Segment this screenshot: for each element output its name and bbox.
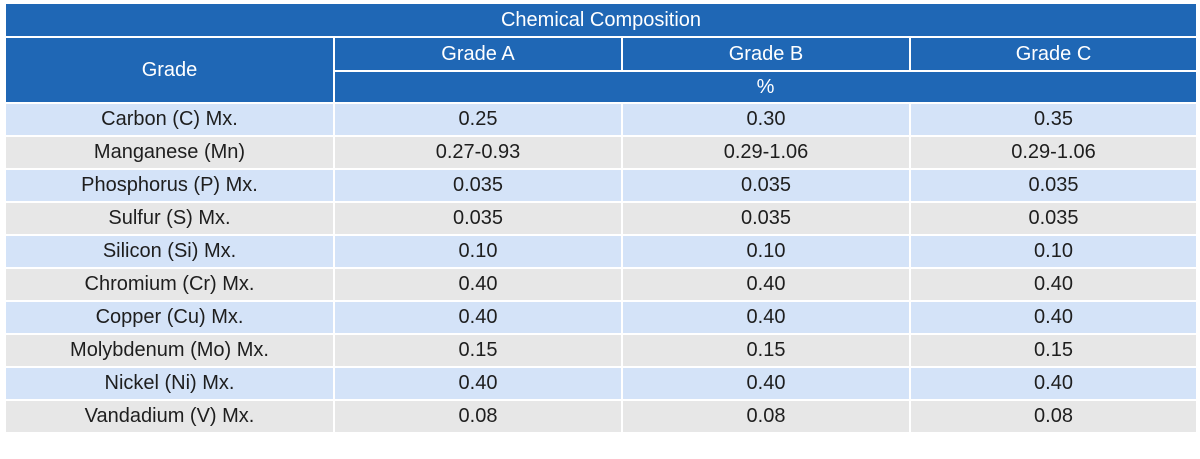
unit-label: %	[332, 70, 1199, 104]
table-row: Phosphorus (P) Mx. 0.035 0.035 0.035	[4, 168, 1199, 203]
grade-c-value: 0.40	[908, 267, 1199, 302]
grade-b-value: 0.10	[621, 234, 911, 269]
grade-b-value: 0.40	[621, 300, 911, 335]
grade-c-value: 0.15	[908, 333, 1199, 368]
grade-b-value: 0.30	[621, 102, 911, 137]
element-name: Carbon (C) Mx.	[4, 102, 335, 137]
element-name: Vandadium (V) Mx.	[4, 399, 335, 434]
element-name: Phosphorus (P) Mx.	[4, 168, 335, 203]
table-title-row: Chemical Composition	[3, 4, 1199, 38]
row-header-grade: Grade	[4, 36, 335, 104]
grade-a-value: 0.40	[333, 267, 623, 302]
grade-a-value: 0.25	[333, 102, 623, 137]
table-body: Carbon (C) Mx. 0.25 0.30 0.35 Manganese …	[4, 102, 1199, 434]
grade-b-value: 0.035	[621, 201, 911, 236]
grade-a-value: 0.40	[333, 300, 623, 335]
grade-c-value: 0.40	[908, 300, 1199, 335]
element-name: Sulfur (S) Mx.	[4, 201, 335, 236]
chemical-composition-table: Chemical Composition Grade Grade A Grade…	[3, 4, 1199, 434]
element-name: Silicon (Si) Mx.	[4, 234, 335, 269]
table-title: Chemical Composition	[3, 4, 1199, 38]
element-name: Manganese (Mn)	[4, 135, 335, 170]
table-row: Vandadium (V) Mx. 0.08 0.08 0.08	[4, 399, 1199, 434]
grade-b-value: 0.29-1.06	[621, 135, 911, 170]
grade-a-value: 0.035	[333, 201, 623, 236]
grade-c-value: 0.40	[908, 366, 1199, 401]
column-header-grade-a: Grade A	[333, 36, 623, 72]
grade-header-row: Grade Grade A Grade B Grade C	[4, 36, 1199, 104]
table-row: Nickel (Ni) Mx. 0.40 0.40 0.40	[4, 366, 1199, 401]
table-row: Manganese (Mn) 0.27-0.93 0.29-1.06 0.29-…	[4, 135, 1199, 170]
grade-b-value: 0.40	[621, 366, 911, 401]
table-row: Copper (Cu) Mx. 0.40 0.40 0.40	[4, 300, 1199, 335]
grade-a-value: 0.08	[333, 399, 623, 434]
grade-c-value: 0.35	[908, 102, 1199, 137]
grade-c-value: 0.29-1.06	[908, 135, 1199, 170]
table-row: Chromium (Cr) Mx. 0.40 0.40 0.40	[4, 267, 1199, 302]
column-header-grade-b: Grade B	[621, 36, 911, 72]
column-header-grade-c: Grade C	[908, 36, 1199, 72]
grade-b-value: 0.08	[621, 399, 911, 434]
grade-a-value: 0.10	[333, 234, 623, 269]
grade-a-value: 0.15	[333, 333, 623, 368]
grade-b-value: 0.15	[621, 333, 911, 368]
element-name: Molybdenum (Mo) Mx.	[4, 333, 335, 368]
grade-b-value: 0.035	[621, 168, 911, 203]
table-row: Sulfur (S) Mx. 0.035 0.035 0.035	[4, 201, 1199, 236]
grade-c-value: 0.10	[908, 234, 1199, 269]
grade-a-value: 0.27-0.93	[333, 135, 623, 170]
table-row: Carbon (C) Mx. 0.25 0.30 0.35	[4, 102, 1199, 137]
grade-c-value: 0.035	[908, 201, 1199, 236]
grade-b-value: 0.40	[621, 267, 911, 302]
table-header: Chemical Composition Grade Grade A Grade…	[3, 4, 1199, 104]
table-row: Molybdenum (Mo) Mx. 0.15 0.15 0.15	[4, 333, 1199, 368]
element-name: Nickel (Ni) Mx.	[4, 366, 335, 401]
element-name: Copper (Cu) Mx.	[4, 300, 335, 335]
chemical-composition-table-container: Chemical Composition Grade Grade A Grade…	[3, 4, 1199, 434]
grade-a-value: 0.035	[333, 168, 623, 203]
unit-row: %	[5, 70, 1199, 104]
grade-c-value: 0.08	[908, 399, 1199, 434]
grade-c-value: 0.035	[908, 168, 1199, 203]
table-row: Silicon (Si) Mx. 0.10 0.10 0.10	[4, 234, 1199, 269]
element-name: Chromium (Cr) Mx.	[4, 267, 335, 302]
grade-a-value: 0.40	[333, 366, 623, 401]
